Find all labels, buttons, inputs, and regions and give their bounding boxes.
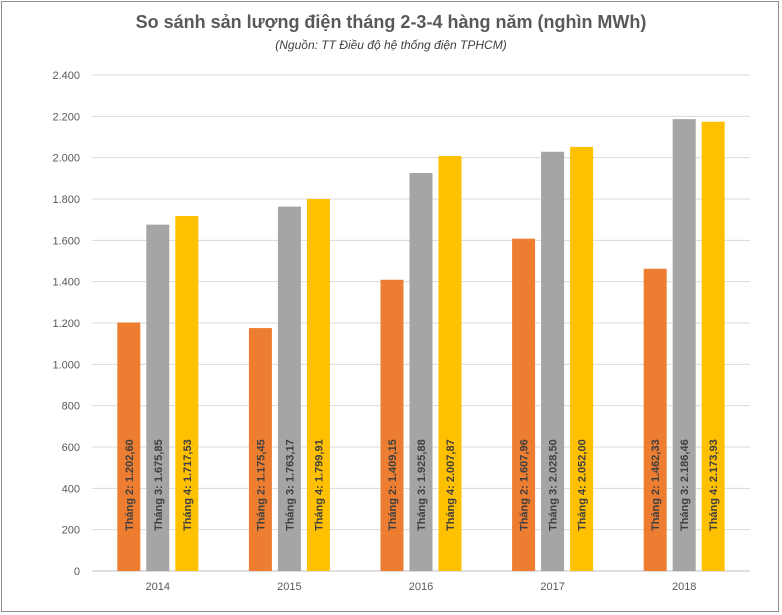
y-tick-label: 400	[62, 483, 80, 495]
bar	[541, 151, 565, 571]
data-label: Tháng 4: 2.173,93	[708, 439, 720, 531]
bar	[117, 322, 141, 571]
bar	[175, 216, 199, 571]
y-tick-label: 1.200	[52, 318, 80, 330]
chart-subtitle: (Nguồn: TT Điều độ hệ thống điện TPHCM)	[275, 38, 507, 52]
data-label: Tháng 2: 1.607,96	[519, 439, 531, 531]
bar	[277, 206, 301, 572]
bar	[701, 121, 725, 571]
data-label: Tháng 3: 2.186,46	[679, 439, 691, 531]
bar	[146, 224, 170, 572]
data-label: Tháng 3: 1.675,85	[153, 439, 165, 531]
data-label: Tháng 3: 2.028,50	[548, 439, 560, 531]
y-tick-label: 600	[62, 442, 80, 454]
y-tick-label: 1.800	[52, 194, 80, 206]
data-label: Tháng 2: 1.202,60	[124, 439, 136, 531]
bar	[380, 279, 404, 571]
bar	[643, 268, 667, 571]
x-tick-label: 2015	[277, 581, 301, 593]
bar	[512, 238, 536, 571]
data-label: Tháng 4: 2.007,87	[445, 439, 457, 531]
y-tick-label: 200	[62, 525, 80, 537]
bar	[306, 199, 330, 571]
bar	[409, 172, 433, 571]
bar	[248, 328, 272, 571]
data-label: Tháng 4: 1.799,91	[313, 439, 325, 531]
y-tick-label: 1.400	[52, 277, 80, 289]
y-tick-label: 1.600	[52, 235, 80, 247]
y-tick-label: 2.000	[52, 153, 80, 165]
y-tick-label: 0	[74, 566, 80, 578]
bar	[438, 156, 462, 571]
y-tick-label: 1.000	[52, 359, 80, 371]
data-label: Tháng 4: 1.717,53	[182, 439, 194, 531]
bar	[570, 146, 594, 572]
data-label: Tháng 3: 1.763,17	[284, 439, 296, 531]
y-tick-label: 800	[62, 401, 80, 413]
data-label: Tháng 2: 1.409,15	[387, 439, 399, 531]
y-tick-label: 2.200	[52, 111, 80, 123]
x-tick-label: 2018	[672, 581, 696, 593]
bar	[672, 119, 696, 572]
x-tick-label: 2014	[146, 581, 170, 593]
data-label: Tháng 2: 1.462,33	[650, 439, 662, 531]
data-label: Tháng 4: 2.052,00	[577, 439, 589, 531]
data-label: Tháng 3: 1.925,88	[416, 439, 428, 531]
y-tick-label: 2.400	[52, 70, 80, 82]
chart-title: So sánh sản lượng điện tháng 2-3-4 hàng …	[135, 12, 647, 32]
x-tick-label: 2016	[409, 581, 433, 593]
data-label: Tháng 2: 1.175,45	[255, 439, 267, 531]
x-tick-label: 2017	[540, 581, 564, 593]
